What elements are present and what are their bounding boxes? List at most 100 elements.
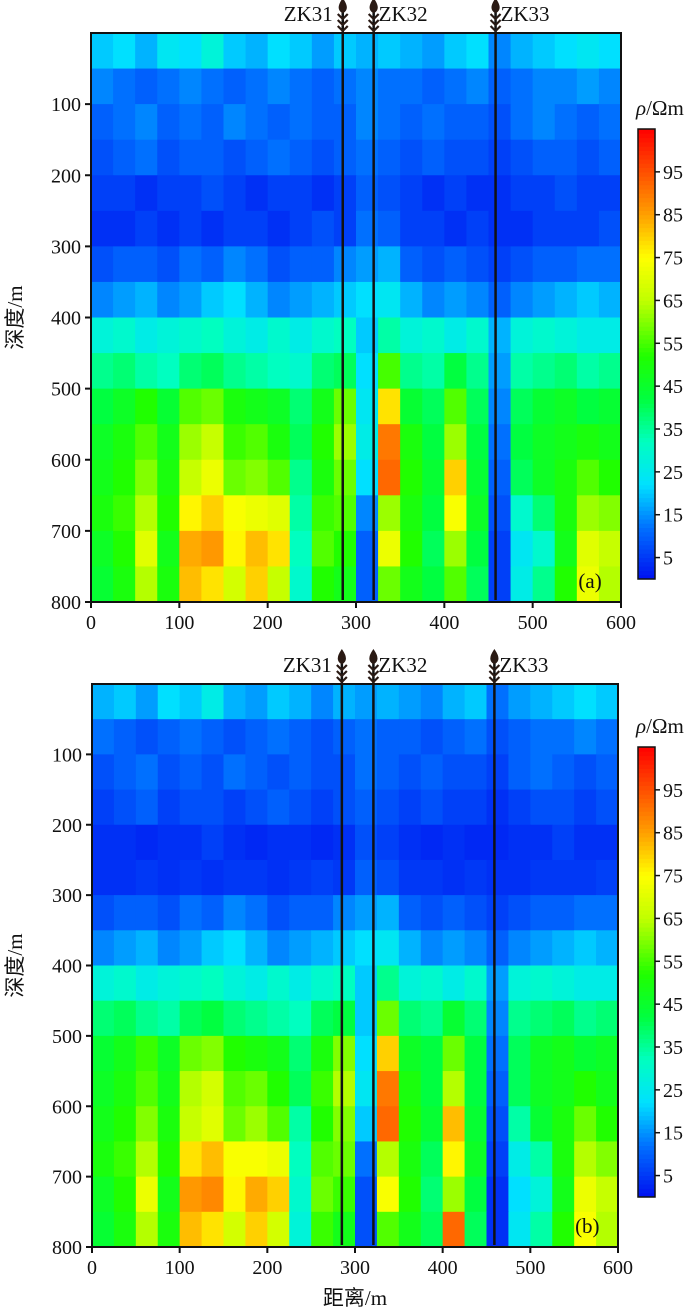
heatmap-cell	[422, 566, 445, 603]
heatmap-cell	[201, 353, 225, 390]
heatmap-cell	[422, 424, 445, 461]
heatmap-cell	[510, 317, 534, 354]
heatmap-cell	[245, 388, 269, 425]
colorbar-segment	[638, 944, 655, 949]
x-tick-label: 300	[341, 612, 371, 634]
heatmap-cell	[201, 175, 225, 212]
heatmap-cell	[92, 1071, 115, 1107]
heatmap-cell	[91, 104, 114, 141]
colorbar-segment	[638, 201, 655, 207]
well-marker-tip	[338, 0, 347, 14]
colorbar-segment	[638, 1034, 655, 1039]
well-marker-chevron	[488, 670, 501, 678]
heatmap-cell	[245, 459, 269, 496]
heatmap-cell	[508, 1000, 531, 1037]
colorbar-segment	[638, 197, 655, 203]
heatmap-cell	[466, 281, 490, 319]
colorbar-segment	[638, 751, 655, 757]
heatmap-cell	[574, 930, 597, 967]
heatmap-cell	[223, 566, 247, 603]
heatmap-cell	[510, 530, 534, 568]
heatmap-cell	[486, 1000, 510, 1037]
heatmap-cell	[596, 859, 619, 896]
heatmap-cell	[574, 684, 597, 720]
colorbar-segment	[638, 557, 655, 563]
colorbar-segment	[638, 184, 655, 190]
y-tick-label: 300	[51, 236, 81, 258]
heatmap-cell	[464, 1000, 488, 1037]
heatmap-cell	[422, 459, 445, 496]
colorbar-segment	[638, 1029, 655, 1035]
heatmap-cell	[554, 530, 578, 568]
colorbar-tick-label: 75	[663, 866, 683, 888]
colorbar-segment	[638, 1132, 655, 1138]
heatmap-cell	[464, 754, 488, 791]
colorbar-tick-label: 85	[663, 823, 683, 845]
heatmap-cell	[356, 495, 379, 532]
heatmap-cell	[552, 1000, 575, 1037]
heatmap-cell	[201, 459, 225, 496]
heatmap-cell	[576, 424, 600, 461]
heatmap-cell	[442, 895, 466, 931]
colorbar-segment	[638, 909, 655, 915]
heatmap-cell	[466, 139, 490, 176]
colorbar-tick-label: 45	[663, 376, 683, 398]
heatmap-cell	[135, 1176, 159, 1213]
heatmap-cell	[245, 1106, 268, 1143]
heatmap-cell	[464, 965, 488, 1002]
heatmap-cell	[311, 1176, 334, 1213]
colorbar-segment	[638, 480, 655, 486]
colorbar-title-unit: /Ωm	[646, 714, 684, 738]
heatmap-cell	[444, 68, 468, 105]
heatmap-cell	[532, 530, 556, 568]
heatmap-cell	[532, 353, 556, 390]
heatmap-cell	[333, 824, 356, 861]
heatmap-cell	[576, 139, 600, 176]
heatmap-cell	[444, 33, 468, 70]
colorbar-segment	[638, 1068, 655, 1074]
heatmap-cell	[378, 139, 401, 176]
heatmap-cell	[532, 33, 556, 70]
heatmap-cell	[289, 965, 312, 1002]
heatmap-cell	[530, 1000, 553, 1037]
heatmap-cell	[223, 388, 247, 425]
heatmap-cell	[245, 1211, 268, 1248]
heatmap-cell	[510, 33, 534, 70]
heatmap-cell	[157, 281, 180, 319]
heatmap-cell	[530, 789, 553, 826]
well-marker-chevron	[489, 13, 502, 21]
heatmap-cell	[596, 895, 619, 931]
colorbar-segment	[638, 403, 655, 409]
heatmap-cell	[333, 353, 357, 390]
heatmap-cell	[201, 1035, 225, 1072]
colorbar-segment	[638, 875, 655, 881]
heatmap-cell	[596, 1176, 619, 1213]
colorbar-segment	[638, 1098, 655, 1104]
heatmap-cell	[245, 1035, 268, 1072]
heatmap-cell	[179, 281, 203, 319]
colorbar-segment	[638, 901, 655, 907]
colorbar-segment	[638, 476, 655, 481]
heatmap-cell	[267, 1211, 290, 1248]
heatmap-cell	[508, 930, 531, 967]
heatmap-cell	[596, 1211, 619, 1248]
heatmap-cell	[333, 281, 357, 319]
heatmap-cell	[356, 33, 379, 70]
heatmap-cell	[422, 317, 445, 354]
colorbar-segment	[638, 420, 655, 426]
y-tick-label: 800	[51, 592, 81, 614]
heatmap-cell	[532, 281, 556, 319]
heatmap-cell	[289, 895, 312, 931]
heatmap-cell	[333, 33, 357, 70]
heatmap-cell	[400, 530, 423, 568]
heatmap-cell	[530, 965, 553, 1002]
colorbar-segment	[638, 1042, 655, 1048]
heatmap-cell	[201, 789, 225, 826]
colorbar-segment	[638, 274, 655, 280]
well-marker-chevron	[367, 25, 380, 33]
heatmap-cell	[113, 424, 136, 461]
colorbar-title-symbol: ρ	[635, 96, 646, 120]
heatmap-cell	[355, 1211, 378, 1248]
heatmap-cell	[530, 1035, 553, 1072]
heatmap-cell	[552, 824, 575, 861]
